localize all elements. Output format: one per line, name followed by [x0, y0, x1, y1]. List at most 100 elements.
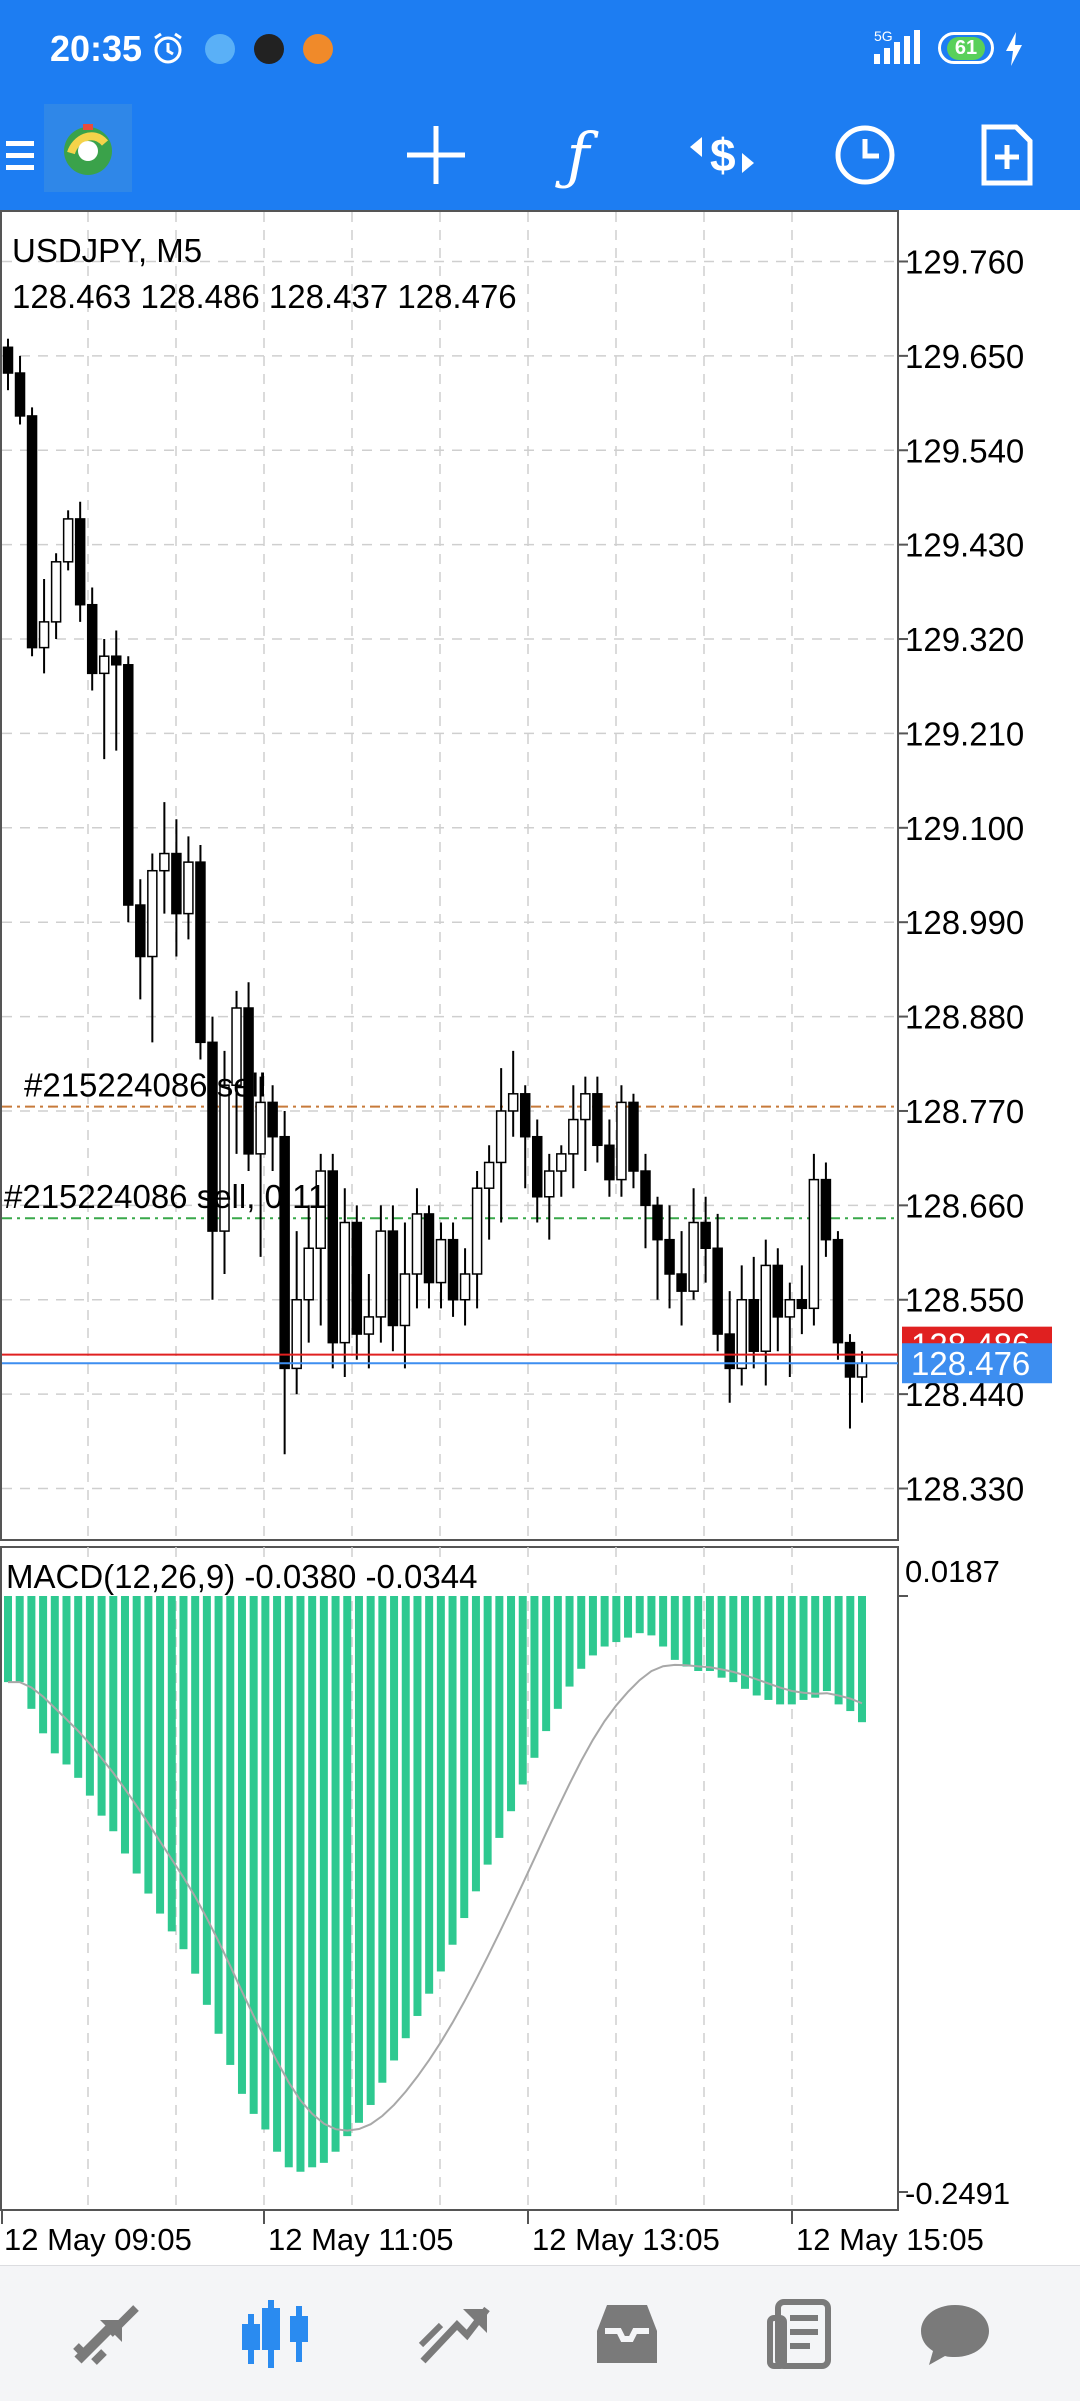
timeframe-button[interactable]: [815, 100, 915, 210]
nav-news[interactable]: [740, 2266, 860, 2401]
macd-bar: [471, 1596, 480, 1892]
candle-body: [676, 1273, 687, 1292]
price-axis-label: 128.880: [905, 999, 1024, 1036]
macd-bar: [588, 1596, 597, 1656]
candle-body: [664, 1238, 675, 1275]
macd-bar: [15, 1596, 24, 1683]
candle-body: [447, 1238, 459, 1301]
candle-body: [604, 1144, 615, 1181]
macd-bar: [507, 1596, 516, 1812]
macd-bar: [308, 1596, 317, 2168]
macd-bar: [4, 1596, 12, 1683]
candle-body: [796, 1298, 808, 1310]
macd-bar: [179, 1596, 188, 1950]
status-bar: 20:35 5G 61: [0, 0, 1080, 100]
candle-body: [507, 1093, 519, 1112]
time-axis-label: 12 May 11:05: [268, 2222, 454, 2257]
nav-quotes[interactable]: [48, 2266, 168, 2401]
nav-history[interactable]: [567, 2266, 687, 2401]
candle-body: [279, 1135, 290, 1370]
current-price-text: 128.476: [911, 1345, 1030, 1382]
macd-bar: [542, 1596, 551, 1732]
candle-body: [363, 1316, 375, 1335]
macd-bar: [390, 1596, 399, 2061]
app-logo: [44, 104, 132, 192]
candle-body: [14, 372, 26, 417]
macd-bar: [50, 1596, 59, 1754]
symbol-label: USDJPY, M5: [12, 232, 203, 269]
trade-trend-icon: [418, 2306, 490, 2363]
candlestick-chart-icon: [242, 2299, 308, 2368]
nav-chart[interactable]: [220, 2266, 340, 2401]
crosshair-button[interactable]: [386, 100, 486, 210]
macd-bar: [144, 1596, 153, 1894]
candle-body: [38, 621, 50, 649]
macd-bar: [296, 1596, 305, 2172]
chart-area[interactable]: 129.760 129.650 129.540 129.430 129.320 129.2…: [0, 210, 1080, 2265]
clock-icon: [835, 125, 895, 185]
candle-body: [411, 1213, 423, 1275]
candle-body: [724, 1333, 735, 1370]
macd-bar: [694, 1596, 703, 1672]
macd-bar: [647, 1596, 656, 1636]
battery-badge: 61: [938, 32, 994, 64]
candle-body: [844, 1341, 856, 1378]
macd-bar: [378, 1596, 387, 2083]
price-axis-label: 129.650: [905, 338, 1024, 375]
macd-signal-line: [8, 1663, 863, 2132]
macd-bar: [109, 1596, 118, 1832]
macd-bar: [436, 1596, 445, 1972]
macd-bar: [764, 1596, 773, 1700]
candle-body: [255, 1101, 266, 1155]
price-axis-label: 128.660: [905, 1187, 1024, 1224]
nav-messages[interactable]: [895, 2266, 1015, 2401]
macd-bar: [565, 1596, 574, 1687]
macd-bar: [600, 1596, 609, 1647]
trade-button[interactable]: $: [672, 100, 772, 210]
macd-bar: [670, 1596, 679, 1660]
candle-body: [339, 1221, 351, 1344]
candle-body: [832, 1238, 844, 1344]
macd-bar: [62, 1596, 71, 1765]
candle-body: [423, 1213, 435, 1284]
candle-body: [495, 1110, 507, 1164]
macd-bar: [191, 1596, 200, 1974]
nav-trade[interactable]: [395, 2266, 515, 2401]
signal-icon: [872, 30, 924, 71]
macd-bar: [354, 1596, 363, 2123]
candle-body: [219, 1084, 230, 1232]
chart-canvas[interactable]: 129.760 129.650 129.540 129.430 129.320 129.2…: [0, 210, 1080, 2265]
candle-body: [207, 1041, 218, 1232]
document-add-icon: [981, 124, 1033, 186]
candle-body: [820, 1178, 832, 1241]
news-document-icon: [767, 2298, 831, 2369]
macd-bar: [132, 1596, 141, 1874]
candle-body: [531, 1135, 543, 1198]
battery-level: 61: [946, 36, 986, 60]
price-axis-label: 129.320: [905, 621, 1024, 658]
metatrader-logo-icon: [64, 124, 112, 175]
macd-bar: [495, 1596, 504, 1838]
candle-body: [135, 904, 146, 958]
candle-body: [784, 1298, 796, 1318]
candle-body: [628, 1101, 639, 1172]
translate-app-icon: [205, 34, 235, 64]
macd-bar: [167, 1596, 176, 1932]
candle-body: [688, 1221, 699, 1292]
new-order-button[interactable]: [957, 100, 1057, 210]
candle-body: [375, 1230, 387, 1318]
macd-bar: [261, 1596, 270, 2130]
indicators-button[interactable]: ƒ: [528, 100, 628, 210]
candle-body: [580, 1093, 591, 1121]
menu-button[interactable]: [0, 100, 40, 210]
macd-bar: [834, 1596, 843, 1705]
macd-axis-max: 0.0187: [905, 1554, 1000, 1589]
candle-body: [387, 1230, 399, 1327]
candle-body: [652, 1204, 663, 1241]
macd-bar: [156, 1596, 165, 1914]
quotes-arrows-icon: [73, 2304, 139, 2365]
candle-body: [616, 1101, 627, 1181]
macd-bar: [612, 1596, 621, 1643]
candle-body: [712, 1247, 723, 1335]
macd-bar: [237, 1596, 246, 2094]
